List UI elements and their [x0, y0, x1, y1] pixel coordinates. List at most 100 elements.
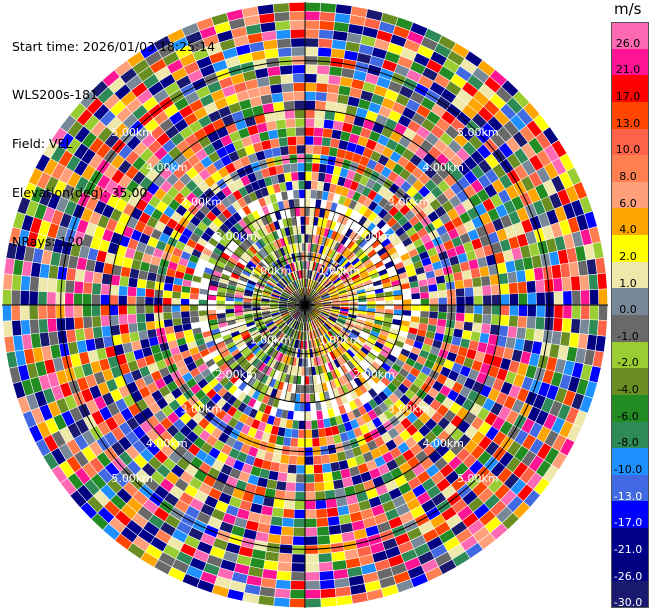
range-gate-cell	[409, 154, 423, 167]
range-gate-cell	[262, 291, 272, 296]
range-gate-cell	[293, 234, 299, 244]
range-gate-cell	[549, 192, 563, 209]
range-gate-cell	[180, 305, 190, 312]
range-gate-cell	[67, 172, 81, 188]
range-gate-cell	[204, 422, 216, 435]
range-gate-cell	[341, 353, 350, 363]
range-gate-cell	[328, 289, 337, 295]
range-gate-cell	[103, 93, 120, 110]
range-gate-cell	[188, 527, 204, 541]
range-gate-cell	[151, 208, 163, 221]
range-gate-cell	[324, 173, 333, 183]
range-gate-cell	[198, 181, 210, 193]
range-gate-cell	[146, 182, 160, 195]
range-gate-cell	[360, 35, 376, 47]
range-gate-cell	[137, 322, 147, 332]
range-gate-cell	[311, 234, 316, 244]
colorbar-tick-label: 1.0	[619, 276, 637, 290]
range-gate-cell	[397, 215, 409, 227]
range-gate-cell	[473, 286, 483, 296]
range-gate-cell	[112, 334, 122, 346]
range-gate-cell	[511, 247, 523, 261]
range-gate-cell	[467, 389, 480, 403]
range-gate-cell	[337, 224, 346, 234]
range-gate-cell	[314, 272, 320, 281]
range-gate-cell	[250, 180, 261, 192]
range-gate-cell	[38, 291, 47, 305]
range-gate-cell	[398, 135, 412, 148]
range-gate-cell	[253, 457, 264, 468]
range-gate-cell	[316, 190, 323, 200]
range-gate-cell	[573, 182, 588, 200]
range-gate-cell	[134, 220, 147, 233]
colorbar-tick-label: -21.0	[613, 542, 643, 556]
range-gate-cell	[431, 411, 444, 424]
range-gate-cell	[316, 508, 328, 518]
range-gate-cell	[388, 393, 400, 404]
range-gate-cell	[133, 250, 144, 262]
range-gate-cell	[571, 290, 581, 305]
range-gate-cell	[236, 147, 248, 159]
range-gate-cell	[257, 338, 266, 347]
range-gate-cell	[373, 204, 383, 215]
range-gate-cell	[490, 132, 506, 148]
colorbar-tick-label: 17.0	[615, 90, 641, 104]
colorbar-segment	[611, 394, 649, 423]
colorbar-segment	[611, 474, 649, 502]
range-gate-cell	[363, 571, 379, 584]
range-gate-cell	[491, 314, 501, 326]
range-gate-cell	[421, 559, 439, 573]
range-gate-cell	[284, 491, 296, 501]
range-gate-cell	[295, 339, 300, 349]
range-gate-cell	[329, 249, 336, 259]
range-gate-cell	[406, 141, 420, 154]
range-gate-cell	[270, 309, 279, 313]
range-gate-cell	[170, 211, 183, 223]
range-gate-cell	[346, 240, 355, 250]
range-gate-cell	[320, 579, 335, 590]
range-gate-cell	[218, 106, 232, 118]
range-gate-cell	[219, 521, 234, 534]
range-gate-cell	[309, 393, 316, 403]
range-gate-cell	[198, 115, 212, 128]
range-gate-cell	[249, 367, 258, 377]
range-gate-cell	[386, 217, 398, 228]
range-gate-cell	[252, 494, 265, 505]
range-gate-cell	[264, 488, 276, 499]
range-gate-cell	[171, 67, 188, 82]
range-gate-cell	[483, 353, 494, 366]
range-gate-cell	[240, 330, 250, 338]
range-gate-cell	[195, 338, 206, 347]
range-gate-cell	[80, 502, 98, 519]
range-gate-cell	[499, 239, 511, 252]
range-gate-cell	[343, 113, 356, 125]
range-gate-cell	[308, 279, 312, 288]
range-gate-cell	[504, 473, 520, 490]
range-gate-cell	[301, 367, 305, 376]
range-gate-cell	[239, 371, 249, 381]
range-gate-cell	[189, 498, 204, 511]
range-gate-cell	[228, 496, 242, 508]
range-gate-cell	[425, 132, 439, 146]
range-gate-cell	[282, 290, 291, 297]
range-gate-cell	[267, 396, 275, 407]
range-gate-cell	[353, 482, 366, 494]
range-gate-cell	[557, 189, 571, 206]
range-gate-cell	[145, 288, 155, 298]
colorbar-segment	[611, 501, 649, 529]
range-gate-cell	[148, 336, 159, 347]
range-gate-cell	[185, 179, 198, 192]
range-gate-cell	[200, 503, 215, 517]
range-gate-cell	[229, 374, 240, 385]
range-gate-cell	[399, 429, 412, 442]
range-ring-label: 3.00km	[181, 403, 223, 416]
range-gate-cell	[310, 189, 317, 199]
range-gate-cell	[80, 91, 97, 109]
range-gate-cell	[498, 406, 511, 421]
range-gate-cell	[279, 268, 286, 277]
range-gate-cell	[200, 442, 213, 454]
range-gate-cell	[311, 163, 320, 173]
range-gate-cell	[429, 399, 442, 411]
range-gate-cell	[314, 366, 320, 375]
range-gate-cell	[217, 387, 228, 398]
